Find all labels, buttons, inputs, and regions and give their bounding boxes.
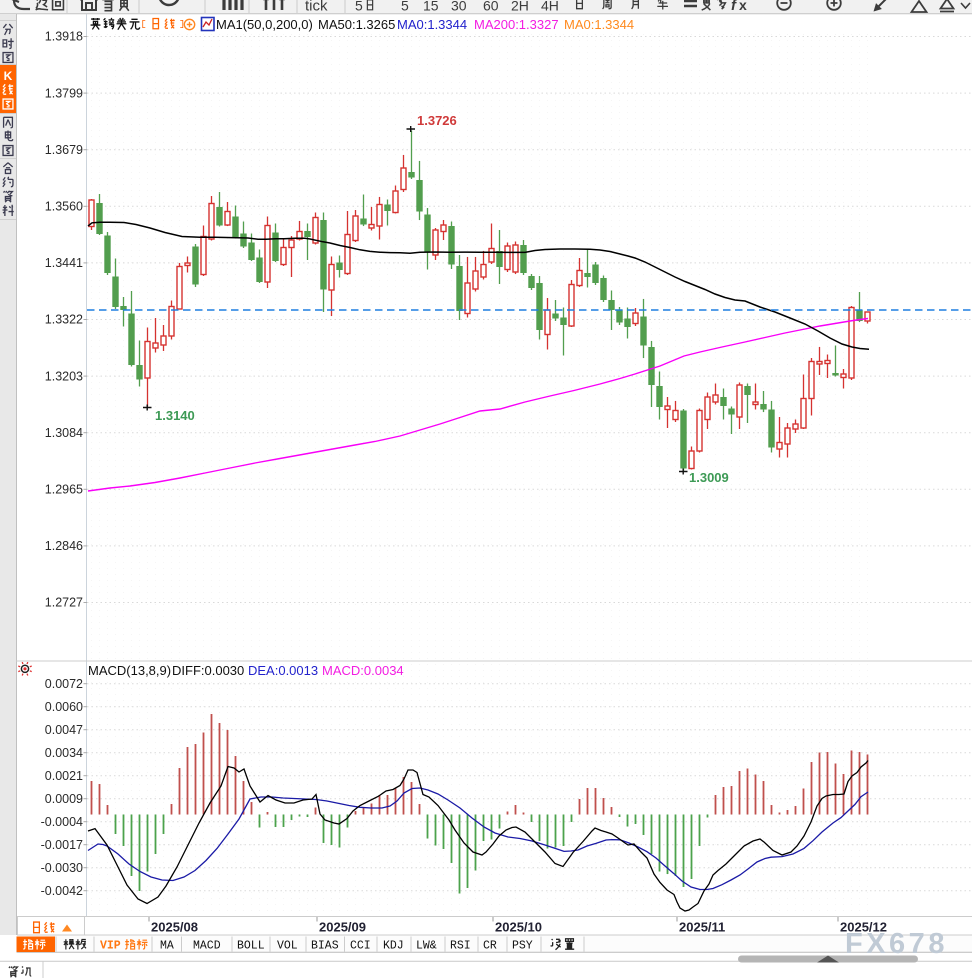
svg-text:MA0:1.3344: MA0:1.3344 bbox=[564, 17, 634, 32]
svg-text:VIP: VIP bbox=[100, 940, 121, 953]
svg-text:MACD:0.0034: MACD:0.0034 bbox=[322, 663, 404, 678]
svg-text:1.2846: 1.2846 bbox=[45, 539, 83, 553]
svg-text:RSI: RSI bbox=[450, 940, 471, 953]
svg-text:2025/08: 2025/08 bbox=[151, 920, 198, 935]
svg-text:2025/10: 2025/10 bbox=[495, 920, 542, 935]
svg-text:MACD(13,8,9): MACD(13,8,9) bbox=[88, 663, 171, 678]
svg-text:5: 5 bbox=[355, 0, 363, 14]
svg-text:DIFF:0.0030: DIFF:0.0030 bbox=[172, 663, 244, 678]
svg-text:-0.0017: -0.0017 bbox=[41, 838, 83, 852]
svg-text:PSY: PSY bbox=[512, 940, 533, 953]
svg-text:0.0047: 0.0047 bbox=[45, 723, 83, 737]
svg-text:1.3679: 1.3679 bbox=[45, 143, 83, 157]
svg-text:5: 5 bbox=[401, 0, 409, 14]
svg-text:-0.0030: -0.0030 bbox=[41, 861, 83, 875]
svg-text:MA0:1.3344: MA0:1.3344 bbox=[397, 17, 467, 32]
svg-text:2025/12: 2025/12 bbox=[840, 920, 887, 935]
svg-text:MA50:1.3265: MA50:1.3265 bbox=[318, 17, 395, 32]
svg-text:1.3560: 1.3560 bbox=[45, 200, 83, 214]
svg-text:DEA:0.0013: DEA:0.0013 bbox=[248, 663, 318, 678]
svg-text:0.0072: 0.0072 bbox=[45, 677, 83, 691]
svg-text:30: 30 bbox=[451, 0, 467, 14]
svg-text:1.2965: 1.2965 bbox=[45, 483, 83, 497]
svg-text:1.3084: 1.3084 bbox=[45, 426, 83, 440]
svg-text:-0.0004: -0.0004 bbox=[41, 815, 83, 829]
svg-text:0.0009: 0.0009 bbox=[45, 792, 83, 806]
svg-text:LW&: LW& bbox=[416, 940, 437, 953]
svg-text:FX678: FX678 bbox=[845, 928, 948, 960]
svg-text:4H: 4H bbox=[541, 0, 559, 14]
svg-text:1.3441: 1.3441 bbox=[45, 256, 83, 270]
svg-text:2H: 2H bbox=[511, 0, 529, 14]
svg-text:1.3918: 1.3918 bbox=[45, 30, 83, 44]
svg-text:0.0021: 0.0021 bbox=[45, 769, 83, 783]
svg-text:1.3726: 1.3726 bbox=[417, 113, 457, 128]
svg-text:tick: tick bbox=[305, 0, 328, 15]
svg-text:2025/09: 2025/09 bbox=[319, 920, 366, 935]
svg-text:1.3799: 1.3799 bbox=[45, 86, 83, 100]
svg-text:1.3009: 1.3009 bbox=[689, 470, 729, 485]
svg-text:MACD: MACD bbox=[193, 940, 221, 953]
svg-text:-0.0042: -0.0042 bbox=[41, 884, 83, 898]
svg-text:K: K bbox=[4, 69, 13, 83]
svg-text:BOLL: BOLL bbox=[237, 940, 265, 953]
svg-text:15: 15 bbox=[423, 0, 439, 14]
svg-text:MA1(50,0,200,0): MA1(50,0,200,0) bbox=[216, 17, 313, 32]
svg-text:1.3203: 1.3203 bbox=[45, 369, 83, 383]
svg-text:60: 60 bbox=[483, 0, 499, 14]
svg-text:MA200:1.3327: MA200:1.3327 bbox=[474, 17, 559, 32]
svg-text:CR: CR bbox=[483, 940, 497, 953]
svg-text:1.3322: 1.3322 bbox=[45, 313, 83, 327]
svg-text:VOL: VOL bbox=[277, 940, 298, 953]
svg-text:1.2727: 1.2727 bbox=[45, 596, 83, 610]
svg-text:BIAS: BIAS bbox=[311, 940, 339, 953]
svg-text:CCI: CCI bbox=[350, 940, 371, 953]
svg-text:f: f bbox=[731, 0, 738, 14]
svg-text:1.3140: 1.3140 bbox=[155, 408, 195, 423]
svg-text:0.0060: 0.0060 bbox=[45, 700, 83, 714]
svg-text:KDJ: KDJ bbox=[383, 940, 404, 953]
svg-text:2025/11: 2025/11 bbox=[679, 920, 725, 935]
svg-text:0.0034: 0.0034 bbox=[45, 746, 83, 760]
svg-text:MA: MA bbox=[160, 940, 174, 953]
svg-text:x: x bbox=[739, 0, 747, 13]
